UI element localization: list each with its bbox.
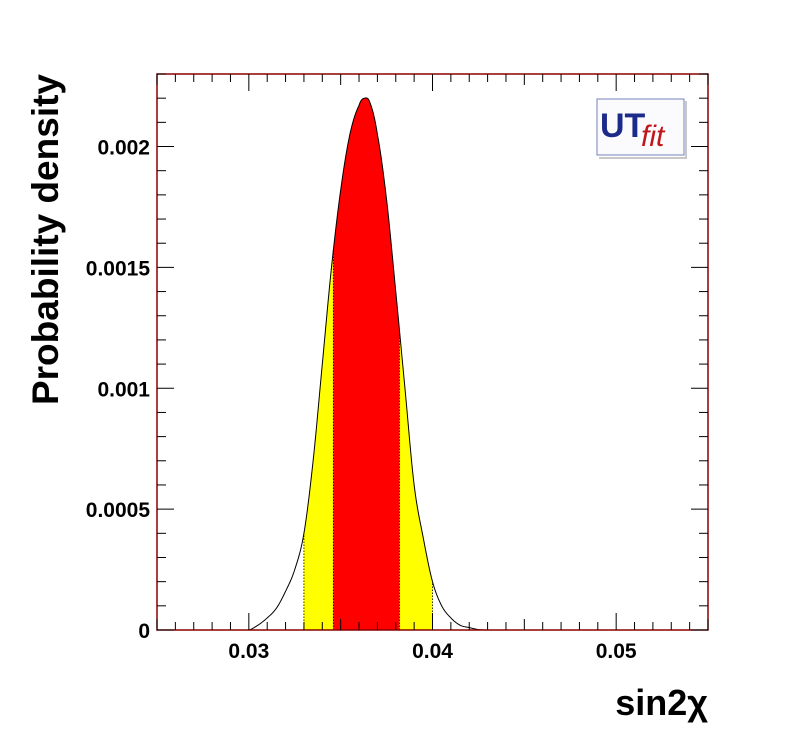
x-axis-ticks: [156, 74, 709, 630]
x-tick-label: 0.04: [412, 640, 453, 663]
band-68%: [333, 97, 400, 631]
x-axis-tick-labels: 0.03 0.04 0.05: [228, 640, 637, 663]
y-axis-tick-labels: 0 0.0005 0.001 0.0015 0.002: [86, 137, 151, 643]
logo-shadow-right: [685, 101, 687, 159]
y-tick-label: 0: [138, 620, 150, 643]
credible-interval-bands: [303, 97, 433, 631]
x-tick-label: 0.03: [228, 640, 269, 663]
y-tick-label: 0.0005: [86, 499, 151, 522]
band-edge-lines: [303, 250, 433, 630]
utfit-logo: UT fit: [596, 98, 687, 159]
x-axis-title: sin2χ: [615, 682, 708, 723]
x-tick-label: 0.05: [596, 640, 637, 663]
logo-box: [596, 98, 685, 156]
logo-shadow-bottom: [599, 157, 687, 159]
y-tick-label: 0.001: [97, 378, 150, 401]
logo-sub-text: fit: [641, 120, 666, 153]
logo-main-text: UT: [600, 107, 646, 145]
density-curve: [157, 97, 708, 631]
y-tick-label: 0.002: [97, 137, 150, 160]
y-tick-label: 0.0015: [86, 257, 151, 280]
y-axis-ticks: [157, 73, 708, 631]
y-axis-title: Probability density: [25, 74, 66, 405]
